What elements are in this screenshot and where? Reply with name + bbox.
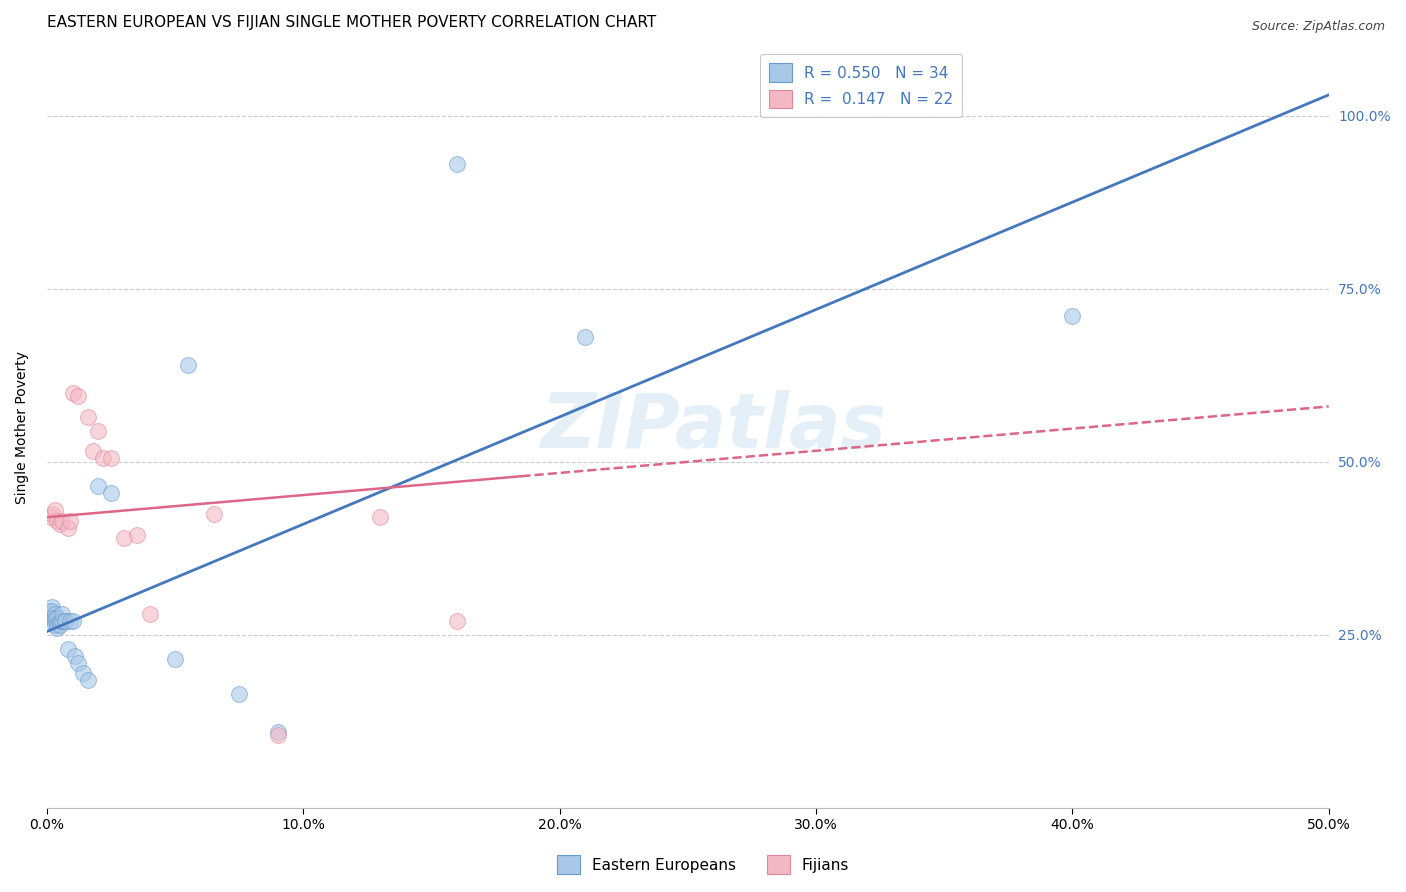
Point	[41, 604, 63, 618]
Text: EASTERN EUROPEAN VS FIJIAN SINGLE MOTHER POVERTY CORRELATION CHART: EASTERN EUROPEAN VS FIJIAN SINGLE MOTHER…	[46, 15, 657, 30]
Point	[38, 607, 60, 621]
Point	[82, 444, 104, 458]
Point	[46, 610, 69, 624]
Point	[267, 724, 290, 739]
Point	[165, 652, 187, 666]
Point	[59, 614, 82, 628]
Point	[51, 514, 73, 528]
Point	[46, 514, 69, 528]
Point	[44, 617, 66, 632]
Point	[368, 510, 391, 524]
Text: Source: ZipAtlas.com: Source: ZipAtlas.com	[1251, 20, 1385, 33]
Point	[59, 514, 82, 528]
Point	[93, 451, 115, 466]
Point	[49, 614, 72, 628]
Point	[53, 614, 76, 628]
Point	[65, 648, 87, 663]
Point	[51, 614, 73, 628]
Point	[125, 527, 148, 541]
Point	[574, 330, 596, 344]
Point	[138, 607, 160, 621]
Point	[62, 614, 84, 628]
Point	[66, 389, 89, 403]
Point	[41, 600, 63, 615]
Legend: Eastern Europeans, Fijians: Eastern Europeans, Fijians	[551, 849, 855, 880]
Point	[44, 503, 66, 517]
Point	[446, 157, 468, 171]
Point	[446, 614, 468, 628]
Point	[49, 617, 72, 632]
Point	[66, 656, 89, 670]
Point	[100, 486, 122, 500]
Point	[44, 610, 66, 624]
Point	[56, 520, 79, 534]
Point	[41, 610, 63, 624]
Point	[87, 479, 110, 493]
Point	[53, 614, 76, 628]
Point	[44, 607, 66, 621]
Point	[228, 687, 250, 701]
Point	[112, 531, 135, 545]
Text: ZIPatlas: ZIPatlas	[540, 390, 887, 464]
Point	[49, 517, 72, 532]
Point	[41, 507, 63, 521]
Point	[46, 617, 69, 632]
Point	[38, 604, 60, 618]
Point	[44, 614, 66, 628]
Point	[56, 641, 79, 656]
Point	[177, 358, 200, 372]
Point	[62, 385, 84, 400]
Point	[77, 409, 100, 424]
Point	[72, 665, 94, 680]
Point	[1062, 310, 1084, 324]
Point	[202, 507, 225, 521]
Point	[77, 673, 100, 687]
Y-axis label: Single Mother Poverty: Single Mother Poverty	[15, 351, 30, 504]
Legend: R = 0.550   N = 34, R =  0.147   N = 22: R = 0.550 N = 34, R = 0.147 N = 22	[759, 54, 962, 118]
Point	[46, 621, 69, 635]
Point	[87, 424, 110, 438]
Point	[267, 728, 290, 742]
Point	[38, 510, 60, 524]
Point	[100, 451, 122, 466]
Point	[51, 607, 73, 621]
